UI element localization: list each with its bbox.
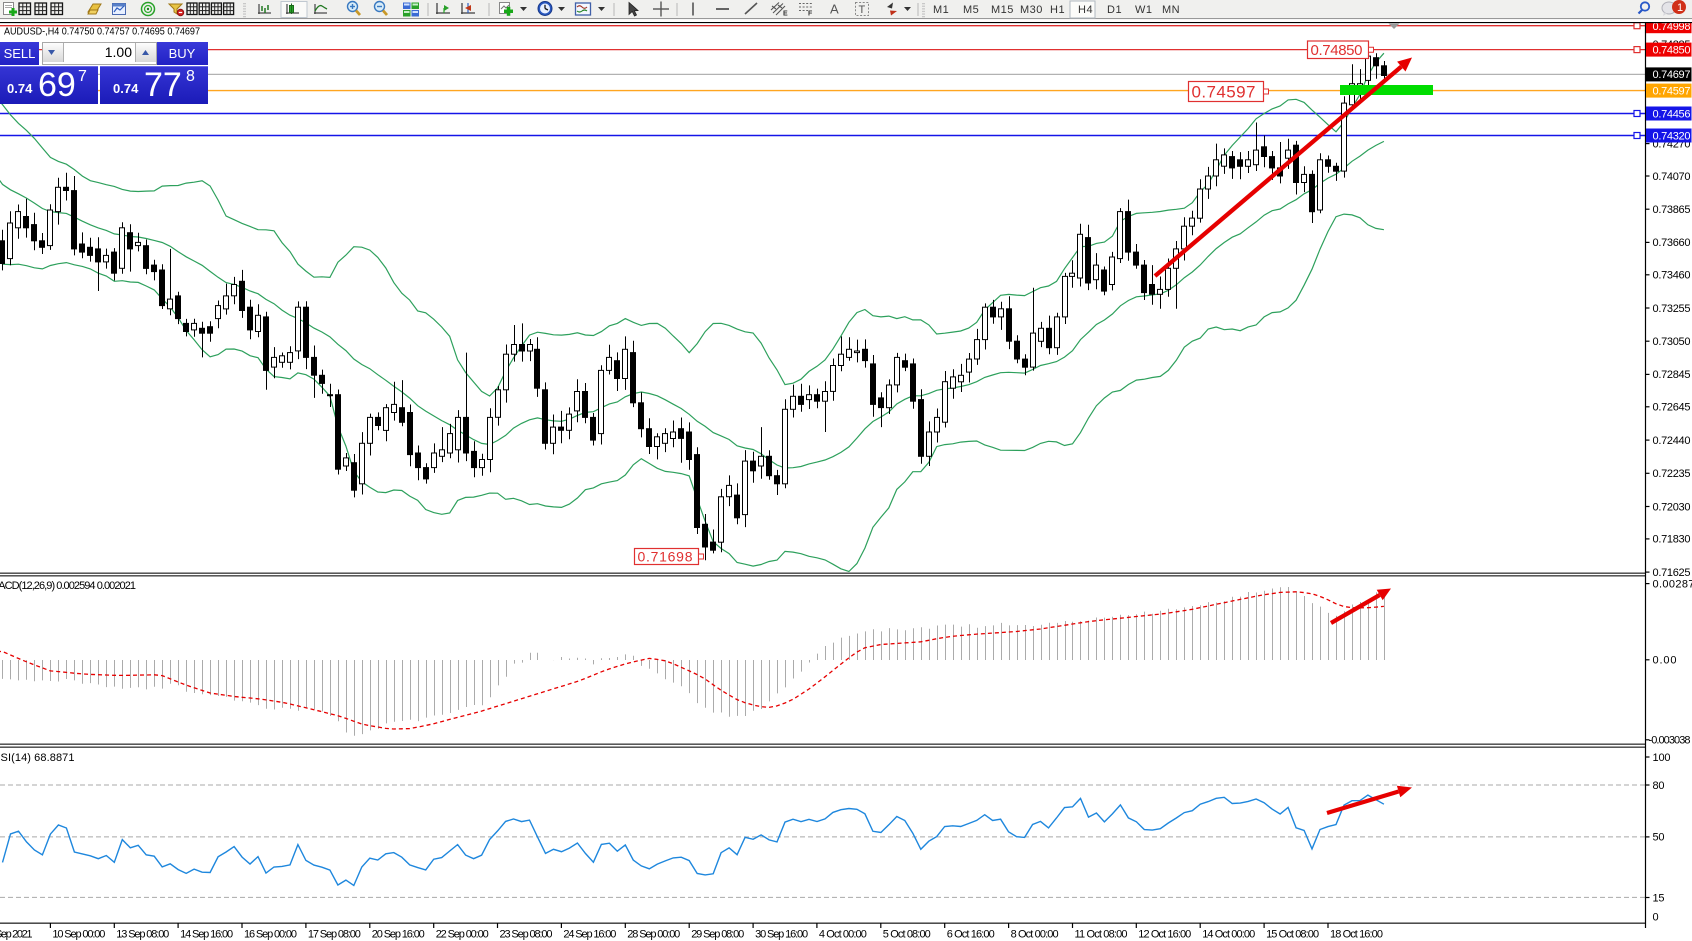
svg-text:0.72645: 0.72645	[1653, 402, 1691, 414]
svg-text:0.74597: 0.74597	[1192, 83, 1256, 102]
svg-text:5 Oct 08:00: 5 Oct 08:00	[883, 929, 931, 941]
svg-text:0.74850: 0.74850	[1653, 44, 1691, 56]
svg-text:0.73865: 0.73865	[1653, 204, 1691, 216]
svg-text:4 Oct 00:00: 4 Oct 00:00	[819, 929, 867, 941]
svg-text:E: E	[783, 11, 788, 18]
svg-text:0.72845: 0.72845	[1653, 369, 1691, 381]
svg-text:8 Oct 00:00: 8 Oct 00:00	[1011, 929, 1059, 941]
svg-text:A: A	[830, 2, 839, 17]
svg-text:RSI(14) 68.8871: RSI(14) 68.8871	[0, 752, 75, 764]
svg-text:0: 0	[1653, 911, 1659, 923]
svg-text:0.74320: 0.74320	[1653, 130, 1691, 142]
svg-text:6 Oct 16:00: 6 Oct 16:00	[947, 929, 995, 941]
svg-text:M1: M1	[933, 4, 949, 16]
svg-text:0.00287: 0.00287	[1653, 578, 1692, 590]
svg-text:1: 1	[1677, 2, 1683, 14]
svg-text:100: 100	[1653, 752, 1671, 764]
svg-text:28 Sep 00:00: 28 Sep 00:00	[627, 929, 680, 941]
svg-text:15 Oct 08:00: 15 Oct 08:00	[1266, 929, 1319, 941]
svg-text:0.74456: 0.74456	[1653, 108, 1691, 120]
svg-text:H4: H4	[1078, 4, 1093, 16]
svg-text:0.74697: 0.74697	[1653, 69, 1691, 81]
svg-text:D1: D1	[1107, 4, 1122, 16]
svg-text:0.72235: 0.72235	[1653, 468, 1691, 480]
svg-text:0.73255: 0.73255	[1653, 303, 1691, 315]
svg-text:0.71698: 0.71698	[638, 549, 693, 565]
svg-text:0.74998: 0.74998	[1653, 22, 1691, 33]
svg-text:15: 15	[1653, 892, 1665, 904]
svg-text:H1: H1	[1050, 4, 1065, 16]
svg-text:0.73660: 0.73660	[1653, 237, 1691, 249]
svg-text:13 Sep 08:00: 13 Sep 08:00	[116, 929, 169, 941]
svg-text:M30: M30	[1020, 4, 1043, 16]
svg-text:50: 50	[1653, 832, 1665, 844]
svg-text:0.74850: 0.74850	[1311, 42, 1363, 59]
svg-text:12 Oct 16:00: 12 Oct 16:00	[1138, 929, 1191, 941]
svg-text:0.72440: 0.72440	[1653, 435, 1691, 447]
svg-text:14 Oct 00:00: 14 Oct 00:00	[1202, 929, 1255, 941]
svg-text:14 Sep 16:00: 14 Sep 16:00	[180, 929, 233, 941]
svg-text:10 Sep 00:00: 10 Sep 00:00	[52, 929, 105, 941]
svg-text:24 Sep 16:00: 24 Sep 16:00	[563, 929, 616, 941]
svg-text:18 Oct 16:00: 18 Oct 16:00	[1330, 929, 1383, 941]
svg-text:23 Sep 08:00: 23 Sep 08:00	[500, 929, 553, 941]
svg-text:16 Sep 00:00: 16 Sep 00:00	[244, 929, 297, 941]
svg-text:0.71625: 0.71625	[1653, 567, 1691, 579]
svg-text:MACD(12,26,9) 0.002594 0.00202: MACD(12,26,9) 0.002594 0.002021	[0, 580, 136, 592]
svg-text:20 Sep 16:00: 20 Sep 16:00	[372, 929, 425, 941]
svg-text:0.00: 0.00	[1653, 655, 1677, 667]
svg-text:11 Oct 08:00: 11 Oct 08:00	[1075, 929, 1128, 941]
svg-text:W1: W1	[1135, 4, 1153, 16]
svg-text:F: F	[808, 11, 813, 18]
svg-text:0.71830: 0.71830	[1653, 534, 1691, 546]
svg-text:MN: MN	[1162, 4, 1180, 16]
svg-text:-0.003038: -0.003038	[1649, 735, 1691, 747]
svg-text:22 Sep 00:00: 22 Sep 00:00	[436, 929, 489, 941]
svg-text:80: 80	[1653, 780, 1665, 792]
svg-text:30 Sep 16:00: 30 Sep 16:00	[755, 929, 808, 941]
svg-text:0.74070: 0.74070	[1653, 171, 1691, 183]
svg-text:0.74597: 0.74597	[1653, 85, 1691, 97]
svg-text:M15: M15	[991, 4, 1014, 16]
svg-text:0.72030: 0.72030	[1653, 501, 1691, 513]
svg-text:29 Sep 08:00: 29 Sep 08:00	[691, 929, 744, 941]
svg-text:17 Sep 08:00: 17 Sep 08:00	[308, 929, 361, 941]
svg-text:9 Sep 2021: 9 Sep 2021	[0, 929, 33, 941]
svg-text:T: T	[859, 4, 866, 16]
svg-text:AUDUSD-,H4 0.74750 0.74757 0.: AUDUSD-,H4 0.74750 0.74757 0.74695 0.746…	[4, 26, 200, 38]
svg-text:0.73050: 0.73050	[1653, 336, 1691, 348]
svg-text:M5: M5	[963, 4, 979, 16]
svg-text:0.73460: 0.73460	[1653, 270, 1691, 282]
